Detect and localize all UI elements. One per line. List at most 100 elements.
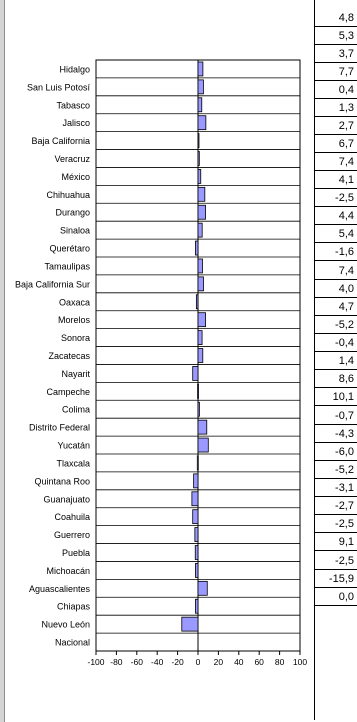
value-cell: 1,4 bbox=[315, 353, 357, 370]
category-label: Nacional bbox=[55, 638, 90, 648]
category-label: Sinaloa bbox=[60, 226, 90, 236]
value-cell: 4,7 bbox=[315, 299, 357, 316]
value-cell: 5,4 bbox=[315, 226, 357, 243]
x-tick-label: -40 bbox=[151, 657, 164, 667]
category-label: Puebla bbox=[62, 548, 90, 558]
category-label: Guerrero bbox=[54, 530, 90, 540]
bar bbox=[198, 80, 203, 94]
x-tick-label: -20 bbox=[171, 657, 184, 667]
bar bbox=[198, 349, 203, 363]
x-axis: -100 -80 -60 -40 -20 0 20 40 60 80 100 bbox=[87, 651, 307, 667]
bar bbox=[198, 438, 208, 452]
x-tick-label: 20 bbox=[214, 657, 224, 667]
value-cell: -2,5 bbox=[315, 190, 357, 207]
category-label: Guanajuato bbox=[43, 494, 90, 504]
category-label: Nuevo León bbox=[41, 620, 90, 630]
x-tick-label: -100 bbox=[87, 657, 104, 667]
value-cell: 4,0 bbox=[315, 281, 357, 298]
category-label: Michoacán bbox=[46, 566, 90, 576]
category-label: Coahuila bbox=[54, 512, 90, 522]
category-label: Hidalgo bbox=[59, 64, 90, 74]
bar bbox=[198, 98, 202, 112]
value-cell: -0,7 bbox=[315, 408, 357, 425]
value-cell: -3,1 bbox=[315, 480, 357, 497]
bar bbox=[198, 62, 203, 76]
bar bbox=[195, 241, 198, 255]
value-cell: 3,7 bbox=[315, 46, 357, 63]
value-cell: -0,4 bbox=[315, 335, 357, 352]
value-cell: 0,4 bbox=[315, 82, 357, 99]
value-column: 4,8 5,3 3,7 7,7 0,4 1,3 2,7 6,7 7,4 4,1 -2,5 4,4 5,4… bbox=[314, 0, 357, 720]
value-cell: 4,4 bbox=[315, 208, 357, 225]
bar bbox=[198, 169, 201, 183]
category-label: Durango bbox=[55, 208, 90, 218]
bar bbox=[195, 528, 198, 542]
category-label: Colima bbox=[62, 405, 90, 415]
bar bbox=[194, 474, 198, 488]
category-label: Chihuahua bbox=[46, 190, 90, 200]
x-tick-label: -80 bbox=[110, 657, 123, 667]
value-cell: -2,5 bbox=[315, 516, 357, 533]
category-label: Oaxaca bbox=[59, 297, 90, 307]
x-tick-label: 60 bbox=[254, 657, 264, 667]
bar bbox=[193, 366, 198, 380]
category-label: Tamaulipas bbox=[44, 261, 90, 271]
x-tick-label: -60 bbox=[131, 657, 144, 667]
value-cell: -2,7 bbox=[315, 498, 357, 515]
x-tick-label: 100 bbox=[293, 657, 307, 667]
bar bbox=[182, 617, 198, 631]
x-tick-label: 40 bbox=[234, 657, 244, 667]
bar bbox=[198, 331, 202, 345]
bar bbox=[193, 510, 198, 524]
category-label: Morelos bbox=[58, 315, 91, 325]
bar bbox=[198, 313, 206, 327]
bar bbox=[198, 420, 207, 434]
value-cell: 7,4 bbox=[315, 263, 357, 280]
bar bbox=[198, 581, 207, 595]
bar bbox=[198, 402, 199, 416]
bar bbox=[198, 152, 199, 166]
bar bbox=[195, 599, 198, 613]
value-cell: -6,0 bbox=[315, 444, 357, 461]
value-cell: 7,7 bbox=[315, 64, 357, 81]
bar bbox=[196, 295, 198, 309]
value-cell: -4,3 bbox=[315, 426, 357, 443]
bar bbox=[198, 259, 202, 273]
value-cell: 8,6 bbox=[315, 371, 357, 388]
bar bbox=[198, 277, 204, 291]
category-label: Querétaro bbox=[49, 244, 90, 254]
bar bbox=[198, 116, 206, 130]
category-labels: Hidalgo San Luis Potosí Tabasco Jalisco Baja… bbox=[15, 64, 91, 647]
category-label: Campeche bbox=[46, 387, 90, 397]
value-cell: 7,4 bbox=[315, 154, 357, 171]
category-label: Veracruz bbox=[54, 154, 90, 164]
category-label: Jalisco bbox=[62, 118, 90, 128]
bar bbox=[198, 384, 199, 398]
value-cell: 9,1 bbox=[315, 534, 357, 551]
category-label: Tlaxcala bbox=[56, 458, 90, 468]
value-cell: 10,1 bbox=[315, 389, 357, 406]
value-cell: 1,3 bbox=[315, 100, 357, 117]
value-cell: -5,2 bbox=[315, 317, 357, 334]
category-label: Yucatán bbox=[57, 441, 90, 451]
value-cell: -15,9 bbox=[315, 571, 357, 588]
value-cell: -5,2 bbox=[315, 462, 357, 479]
bar bbox=[198, 223, 202, 237]
bar bbox=[192, 492, 198, 506]
value-cell: 4,1 bbox=[315, 172, 357, 189]
bar bbox=[197, 456, 198, 470]
value-cell: 4,8 bbox=[315, 10, 357, 27]
value-cell: -1,6 bbox=[315, 244, 357, 261]
category-label: Baja California Sur bbox=[15, 279, 90, 289]
category-label: San Luis Potosí bbox=[27, 82, 91, 92]
value-cell: 2,7 bbox=[315, 118, 357, 135]
category-label: Quintana Roo bbox=[34, 476, 90, 486]
category-label: Zacatecas bbox=[48, 351, 90, 361]
category-label: Tabasco bbox=[56, 100, 90, 110]
bar bbox=[195, 546, 198, 560]
category-label: Distrito Federal bbox=[29, 423, 90, 433]
bar bbox=[198, 187, 205, 201]
value-cell: 5,3 bbox=[315, 28, 357, 45]
category-label: México bbox=[61, 172, 90, 182]
